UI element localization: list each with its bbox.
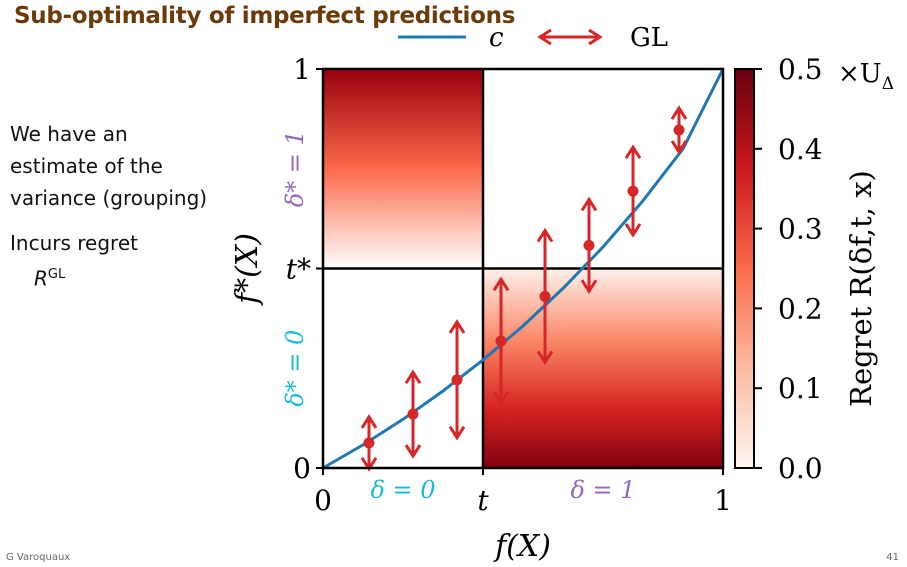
colorbar-tick-label-0: 0.0 (778, 452, 823, 485)
colorbar-tick-label-2: 0.2 (778, 292, 823, 325)
explanation-line-2: estimate of the (10, 154, 163, 178)
gl-arrow-7-head-up (670, 105, 688, 120)
colorbar (734, 68, 755, 469)
colorbar-label: Regret R(δf,t, x) (844, 170, 878, 407)
legend-arrow (537, 28, 603, 46)
gl-point-0 (363, 437, 375, 449)
gl-arrow-6-head-up (624, 144, 642, 160)
gl-arrow-1-head-down (404, 444, 422, 459)
grouping-loss-arrows (360, 105, 688, 472)
delta-one-label: δ = 1 (570, 476, 635, 504)
axis-ticks (316, 68, 724, 475)
x-tick-1: 1 (714, 484, 732, 517)
legend: c GL (398, 23, 668, 53)
y-tick-1: 1 (293, 53, 311, 86)
regret-symbol-line: RGL (10, 259, 138, 295)
gl-point-7 (673, 124, 685, 136)
gl-arrow-2-head-down (448, 425, 466, 441)
slide-title: Sub-optimality of imperfect predictions (14, 3, 516, 29)
colorbar-ticks: 0.0 0.1 0.2 0.3 0.4 0.5 (754, 53, 823, 485)
legend-arrow-head-down (537, 28, 552, 46)
y-tick-0: 0 (293, 452, 311, 485)
regret-line: Incurs regret (10, 231, 138, 255)
explanation-text: We have an estimate of the variance (gro… (10, 118, 207, 214)
gl-point-6 (627, 185, 639, 197)
gl-arrow-4-head-down (536, 350, 554, 366)
legend-arrow-head-up (588, 28, 603, 46)
y-tick-t-star: t* (286, 253, 311, 286)
delta-star-zero-label: δ* = 0 (281, 330, 309, 407)
x-axis-label: f(X) (493, 529, 551, 564)
colorbar-tick-label-4: 0.4 (778, 133, 823, 166)
gl-point-1 (407, 408, 419, 420)
colorbar-multiplier: ×UΔ (838, 59, 894, 94)
calibration-curve (322, 68, 725, 470)
regret-text: Incurs regret RGL (10, 227, 138, 295)
y-axis-label: f*(X) (230, 233, 265, 306)
gl-arrow-5-head-down (580, 279, 598, 295)
delta-star-one-label: δ* = 1 (281, 130, 309, 207)
gl-arrow-3-head-down (492, 391, 510, 406)
footer-page-number: 41 (886, 552, 899, 563)
legend-curve-label: c (489, 23, 504, 53)
regret-region-false-negative (323, 69, 483, 269)
gl-arrow-4-head-up (536, 227, 554, 243)
legend-double-arrow-icon (537, 28, 603, 46)
gl-arrow-1-head-up (404, 369, 422, 385)
explanation-line-3: variance (grouping) (10, 186, 208, 210)
x-tick-0: 0 (314, 484, 332, 517)
footer-author: G Varoquaux (6, 552, 71, 563)
delta-zero-label: δ = 0 (370, 476, 435, 504)
gl-arrow-2-head-up (448, 319, 466, 334)
x-tick-t: t (477, 484, 489, 517)
colorbar-multiplier-sub: Δ (882, 74, 894, 94)
gl-arrow-6-head-down (624, 223, 642, 238)
colorbar-tick-label-1: 0.1 (778, 372, 823, 405)
gl-arrow-7-head-down (670, 140, 688, 155)
regret-symbol: R (34, 266, 48, 291)
explanation-line-1: We have an (10, 122, 128, 146)
gl-point-5 (583, 239, 595, 251)
gl-arrow-5-head-up (580, 196, 598, 212)
gl-point-2 (451, 374, 463, 386)
colorbar-tick-label-5: 0.5 (778, 53, 823, 86)
colorbar-multiplier-main: ×U (838, 59, 882, 89)
gl-arrow-0-head-up (360, 414, 378, 429)
gl-point-4 (539, 290, 551, 302)
regret-superscript: GL (47, 267, 66, 282)
colorbar-tick-label-3: 0.3 (778, 213, 823, 246)
legend-gl-label: GL (630, 23, 668, 53)
gl-point-3 (495, 335, 507, 347)
regret-region-false-positive (483, 268, 723, 468)
gl-arrow-3-head-up (492, 276, 510, 292)
